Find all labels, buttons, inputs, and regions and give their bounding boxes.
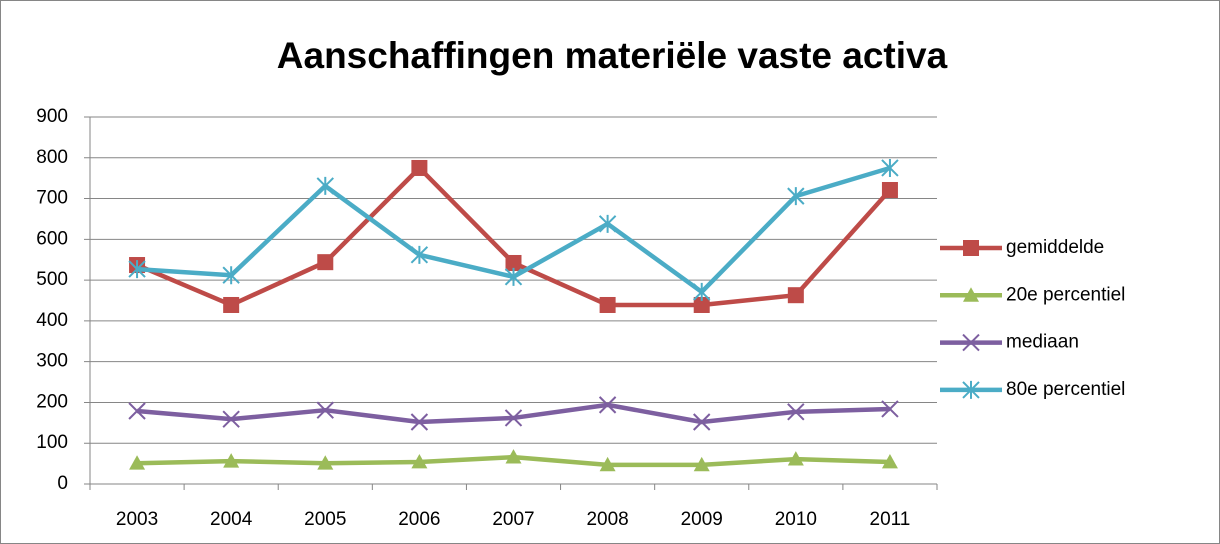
marker [316,176,334,195]
marker [787,187,805,206]
marker [128,260,146,279]
marker [881,453,898,469]
marker [317,455,334,470]
marker [787,451,804,466]
y-tick-label: 900 [36,106,68,127]
x-tick-label: 2003 [116,509,158,530]
y-tick-label: 500 [36,269,68,290]
marker [223,453,240,468]
legend-label: mediaan [1006,332,1079,353]
marker [316,401,334,419]
marker [693,456,710,472]
x-tick-label: 2008 [586,509,628,530]
marker [223,296,240,313]
marker [963,287,979,302]
marker [881,400,899,418]
marker [598,396,617,414]
marker [962,380,980,399]
y-tick-label: 200 [36,391,68,412]
marker [881,158,899,177]
y-tick-label: 600 [36,228,68,249]
y-tick-label: 300 [36,351,68,372]
marker [881,181,898,198]
marker [129,455,146,470]
legend-label: gemiddelde [1006,237,1104,258]
marker [962,333,980,352]
marker [411,453,428,469]
marker [411,159,428,176]
marker [317,254,334,271]
y-tick-label: 700 [36,188,68,209]
marker [963,240,979,256]
x-tick-label: 2005 [304,509,346,530]
x-tick-label: 2004 [210,509,253,530]
marker [599,456,616,472]
marker [693,296,710,313]
x-tick-label: 2010 [775,509,817,530]
marker [598,214,617,233]
y-tick-label: 0 [57,473,68,494]
marker [410,413,429,431]
marker [693,282,711,301]
marker [599,296,616,313]
marker [410,245,429,264]
x-tick-label: 2007 [492,509,534,530]
legend-label: 20e percentiel [1006,284,1125,305]
x-tick-label: 2006 [398,509,440,530]
marker [504,267,523,286]
x-tick-label: 2011 [870,509,911,530]
chart-title: Aanschaffingen materiële vaste activa [277,35,948,76]
marker [128,402,146,420]
x-tick-label: 2009 [681,509,723,530]
marker [222,410,240,428]
marker [222,266,240,285]
marker [693,413,711,431]
marker [504,409,523,427]
legend-label: 80e percentiel [1006,379,1125,400]
marker [505,449,522,464]
y-tick-label: 100 [36,432,68,453]
marker [787,287,804,304]
marker [505,254,522,271]
y-tick-label: 400 [36,310,68,331]
y-tick-label: 800 [36,147,68,168]
marker [787,403,805,421]
